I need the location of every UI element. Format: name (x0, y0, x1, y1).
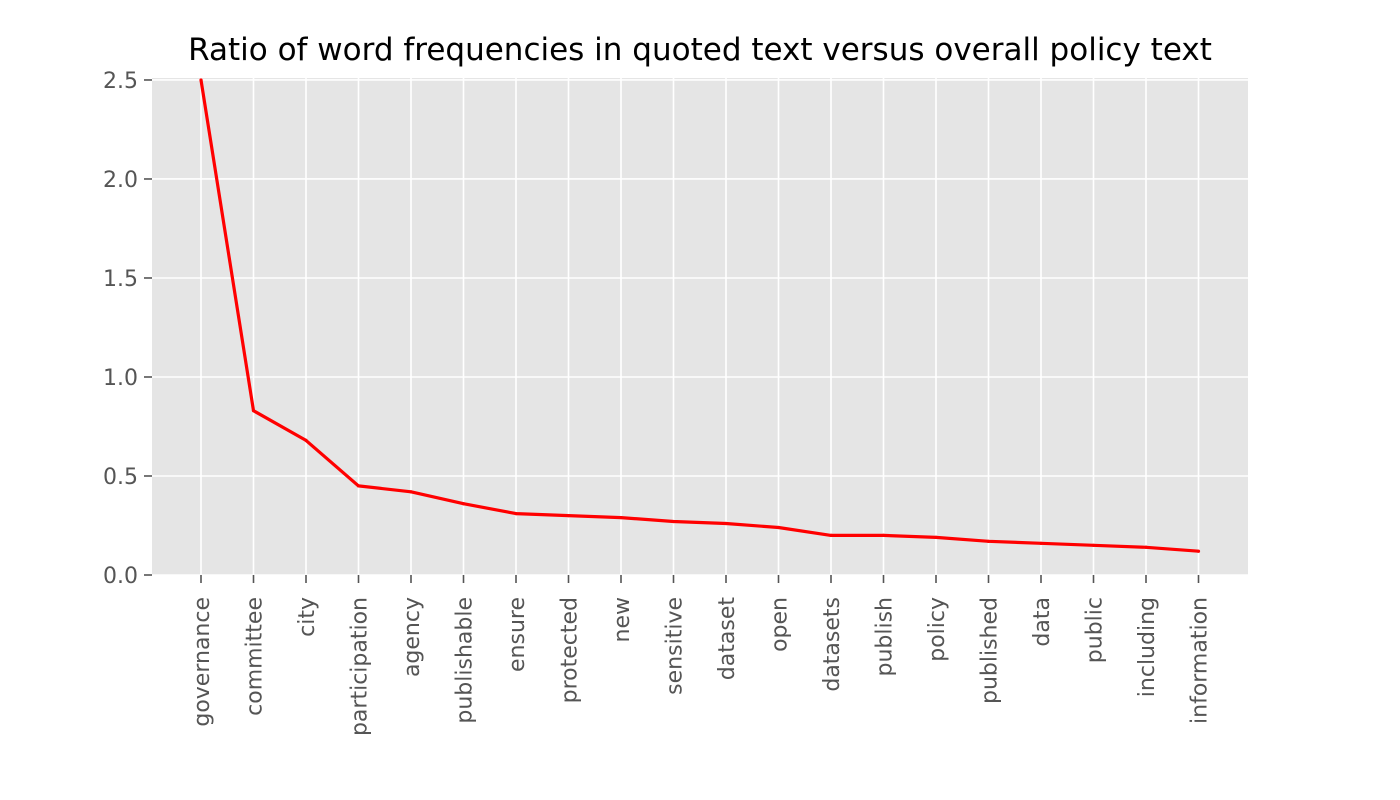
y-tick-label: 2.0 (103, 168, 138, 193)
y-tick-label: 1.0 (103, 366, 138, 391)
data-point-data (1039, 541, 1043, 545)
data-point-ensure (514, 512, 518, 516)
data-point-policy (934, 535, 938, 539)
chart-title: Ratio of word frequencies in quoted text… (188, 32, 1212, 68)
axes: 0.0 0.5 1.0 1.5 2.0 2.5 governance committee cit… (103, 69, 1213, 736)
data-point-public (1091, 543, 1096, 547)
grid (152, 78, 1248, 576)
x-tick-label: agency (400, 597, 425, 677)
data-point-published (986, 539, 991, 543)
x-tick-label: publishable (453, 597, 478, 724)
data-point-dataset (724, 521, 728, 526)
x-tick-label: policy (925, 597, 950, 662)
data-point-new (619, 515, 623, 520)
x-tick-label: including (1135, 597, 1160, 697)
data-point-open (776, 525, 781, 530)
data-point-governance (199, 78, 203, 82)
data-point-agency (409, 490, 413, 494)
x-tick-label: governance (190, 597, 215, 727)
y-tick-label: 1.5 (103, 267, 138, 292)
y-tick-label: 2.5 (103, 69, 138, 94)
plot-area (152, 78, 1248, 575)
x-tick-label: information (1188, 597, 1213, 724)
data-point-committee (251, 409, 256, 413)
x-tick-label: publish (873, 597, 898, 677)
x-tick-label: data (1030, 597, 1055, 647)
x-tick-label: ensure (505, 597, 530, 672)
data-point-protected (566, 513, 571, 518)
x-tick-label: datasets (820, 597, 845, 692)
data-point-city (304, 438, 308, 442)
x-tick-label: open (768, 597, 793, 652)
x-tick-label: published (978, 597, 1003, 704)
x-tick-label: committee (243, 597, 268, 716)
data-point-including (1144, 545, 1148, 549)
x-tick-label: public (1083, 597, 1108, 663)
y-tick-label: 0.0 (103, 564, 138, 589)
ratio-line (199, 79, 1199, 553)
data-point-sensitive (671, 519, 676, 524)
x-tick-label: participation (348, 597, 373, 736)
x-tick-label: new (610, 597, 635, 642)
x-tick-label: protected (558, 597, 583, 703)
series (199, 78, 1201, 553)
data-point-datasets (829, 533, 833, 537)
x-tick-label: sensitive (663, 597, 688, 695)
data-point-information (1196, 549, 1201, 553)
y-tick-label: 0.5 (103, 465, 138, 490)
data-point-participation (356, 484, 361, 488)
data-point-publishable (461, 502, 466, 506)
x-tick-label: city (295, 597, 320, 637)
x-tick-label: dataset (715, 597, 740, 681)
data-point-publish (881, 533, 886, 537)
